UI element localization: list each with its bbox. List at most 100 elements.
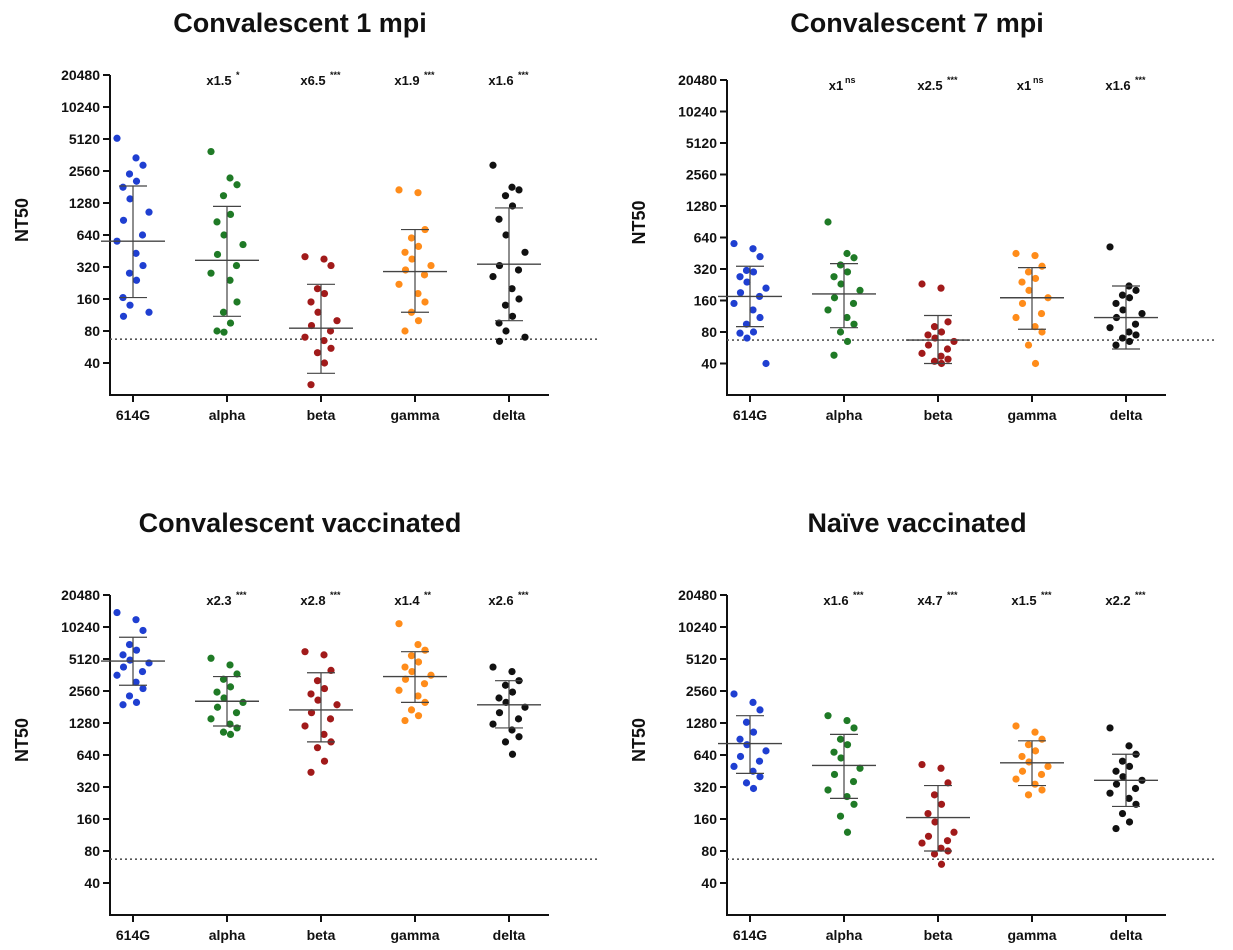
y-axis-label: NT50 [629, 718, 649, 762]
data-point [502, 327, 510, 335]
data-point [736, 289, 745, 297]
data-point [420, 271, 429, 279]
data-point [830, 351, 838, 359]
y-tick-label: 40 [701, 356, 717, 372]
data-point [125, 170, 134, 178]
data-point [401, 716, 409, 725]
data-point [320, 255, 328, 263]
y-tick-label: 160 [694, 293, 718, 309]
data-point [836, 812, 845, 820]
y-tick-label: 80 [701, 324, 717, 340]
data-point [736, 273, 744, 281]
x-tick-label: alpha [209, 927, 246, 943]
y-tick-label: 40 [701, 875, 717, 891]
data-point [1138, 309, 1146, 318]
data-point [515, 186, 523, 194]
data-point [239, 698, 247, 706]
data-point [1118, 757, 1127, 765]
data-point [132, 154, 140, 162]
data-point [1012, 775, 1020, 783]
data-point [837, 754, 845, 762]
data-point [1112, 341, 1120, 349]
data-point [233, 298, 241, 306]
data-point [514, 266, 523, 274]
data-point [207, 715, 215, 723]
data-point [232, 261, 241, 270]
data-point [313, 744, 322, 752]
data-point [401, 266, 410, 274]
data-point [515, 733, 523, 741]
data-point [226, 661, 234, 669]
y-tick-label: 10240 [678, 104, 717, 120]
data-point [1119, 306, 1127, 314]
data-point [132, 646, 141, 654]
data-point [495, 215, 503, 223]
data-point [314, 308, 322, 316]
data-point [1044, 762, 1052, 770]
data-point [145, 208, 153, 216]
data-point [119, 663, 128, 671]
y-tick-label: 640 [694, 230, 718, 246]
data-point [1125, 794, 1133, 802]
data-point [501, 301, 510, 309]
data-point [132, 616, 140, 624]
data-point [943, 837, 952, 845]
data-point [1018, 299, 1027, 308]
data-point [226, 210, 235, 218]
y-axis-label: NT50 [12, 198, 32, 242]
data-point [1012, 249, 1020, 258]
significance-label: *** [1041, 590, 1052, 600]
x-tick-label: gamma [1007, 407, 1056, 423]
data-point [830, 748, 838, 756]
fold-change-label: x1.6 [1105, 78, 1130, 93]
data-point [1125, 337, 1134, 346]
data-point [749, 728, 758, 736]
data-point [1031, 747, 1040, 755]
fold-change-label: x6.5 [300, 73, 325, 88]
data-point [937, 800, 946, 808]
data-point [824, 712, 832, 720]
data-point [145, 308, 153, 316]
data-point [1031, 359, 1040, 368]
data-point [119, 701, 127, 709]
data-point [113, 134, 121, 142]
data-point [207, 269, 215, 277]
data-point [307, 381, 315, 389]
y-tick-label: 160 [77, 291, 101, 307]
data-point [220, 328, 228, 336]
data-point [1132, 331, 1140, 339]
y-tick-label: 2560 [69, 163, 100, 179]
data-point [427, 671, 435, 679]
fold-change-label: x2.8 [300, 593, 325, 608]
fold-change-label: x2.2 [1105, 593, 1130, 608]
significance-label: *** [947, 590, 958, 600]
fold-change-label: x1.4 [394, 593, 420, 608]
data-point [1112, 780, 1121, 788]
data-point [762, 359, 770, 368]
y-tick-label: 5120 [686, 651, 717, 667]
x-tick-label: beta [924, 407, 953, 423]
chart-svg: 20480 10240 5120 2560 1280 640 320 160 80 40 NT50 6… [629, 72, 1217, 423]
data-point [836, 261, 845, 269]
y-tick-label: 20480 [678, 72, 717, 88]
data-point [407, 234, 416, 242]
fold-change-label: x1.9 [394, 73, 419, 88]
data-point [313, 677, 322, 685]
x-tick-label: alpha [209, 407, 246, 423]
data-point [1131, 320, 1140, 328]
x-tick-label: delta [1110, 927, 1143, 943]
data-point [414, 289, 422, 298]
data-point [756, 706, 764, 714]
data-point [301, 722, 309, 730]
data-point [427, 261, 435, 270]
data-point [937, 844, 945, 852]
data-point [489, 272, 497, 281]
data-point [307, 298, 315, 306]
data-point [401, 675, 410, 683]
x-tick-label: gamma [390, 927, 439, 943]
data-point [138, 667, 147, 676]
significance-label: *** [518, 70, 529, 80]
y-tick-label: 1280 [686, 198, 717, 214]
x-tick-label: delta [493, 407, 526, 423]
data-point [742, 320, 751, 328]
